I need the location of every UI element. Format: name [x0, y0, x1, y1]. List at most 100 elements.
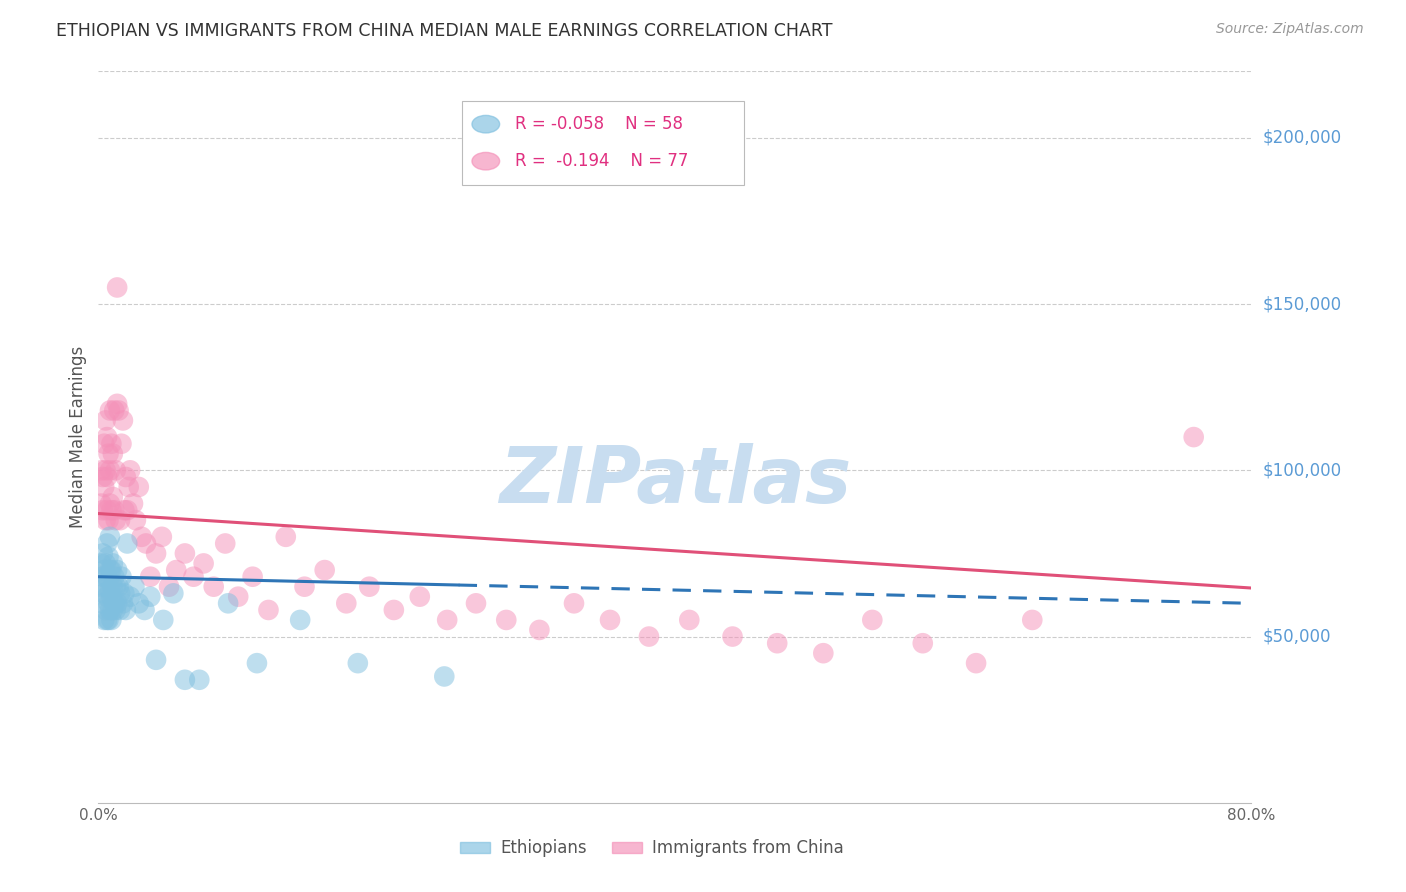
Point [91, 570, 114, 584]
Point [125, 513, 148, 527]
Point [257, 603, 280, 617]
Legend: Ethiopians, Immigrants from China: Ethiopians, Immigrants from China [454, 832, 851, 864]
Point [104, 463, 127, 477]
Point [97, 513, 120, 527]
Point [813, 646, 835, 660]
Point [98, 403, 121, 417]
Point [529, 623, 551, 637]
Point [110, 570, 132, 584]
Point [104, 580, 127, 594]
Point [214, 536, 236, 550]
Point [111, 413, 134, 427]
Point [335, 596, 357, 610]
Point [94, 603, 117, 617]
Point [638, 630, 661, 644]
Point [96, 570, 118, 584]
Text: $100,000: $100,000 [1263, 461, 1341, 479]
Point [436, 613, 458, 627]
Point [91, 546, 114, 560]
Point [108, 603, 131, 617]
Point [98, 463, 121, 477]
Point [294, 580, 316, 594]
Point [183, 570, 205, 584]
Text: $50,000: $50,000 [1263, 628, 1331, 646]
Point [114, 603, 136, 617]
Point [97, 613, 120, 627]
Point [91, 470, 114, 484]
Point [860, 613, 883, 627]
Point [145, 653, 167, 667]
Point [97, 549, 120, 564]
Point [139, 570, 162, 584]
Point [114, 470, 136, 484]
Point [105, 280, 128, 294]
Point [101, 557, 124, 571]
Text: $150,000: $150,000 [1263, 295, 1341, 313]
Point [94, 557, 117, 571]
Circle shape [472, 153, 499, 170]
Point [409, 590, 432, 604]
Point [94, 580, 117, 594]
Point [599, 613, 621, 627]
Point [93, 436, 115, 450]
Point [157, 580, 180, 594]
Point [202, 580, 225, 594]
Point [112, 586, 135, 600]
Point [174, 546, 197, 560]
Point [107, 580, 129, 594]
Point [131, 530, 153, 544]
Point [128, 480, 150, 494]
Point [112, 503, 135, 517]
Point [120, 590, 142, 604]
Text: ETHIOPIAN VS IMMIGRANTS FROM CHINA MEDIAN MALE EARNINGS CORRELATION CHART: ETHIOPIAN VS IMMIGRANTS FROM CHINA MEDIA… [56, 22, 832, 40]
Point [94, 413, 117, 427]
Point [98, 603, 121, 617]
FancyBboxPatch shape [461, 101, 744, 185]
Point [124, 580, 146, 594]
Point [135, 536, 157, 550]
Point [678, 613, 700, 627]
Text: $200,000: $200,000 [1263, 128, 1341, 147]
Point [134, 603, 156, 617]
Point [118, 480, 141, 494]
Point [246, 656, 269, 670]
Point [103, 503, 125, 517]
Point [108, 586, 131, 600]
Point [226, 590, 249, 604]
Point [117, 503, 138, 517]
Point [165, 563, 187, 577]
Point [150, 530, 173, 544]
Point [290, 613, 312, 627]
Point [128, 596, 150, 610]
Point [105, 563, 128, 577]
Point [139, 590, 162, 604]
Point [242, 570, 264, 584]
Point [96, 590, 118, 604]
Point [101, 603, 124, 617]
Point [96, 430, 118, 444]
Point [359, 580, 381, 594]
Point [162, 586, 184, 600]
Point [101, 580, 124, 594]
Point [103, 570, 125, 584]
Point [90, 463, 112, 477]
Point [100, 503, 122, 517]
Point [98, 530, 121, 544]
Point [101, 447, 124, 461]
Point [96, 470, 118, 484]
Point [93, 563, 115, 577]
Point [93, 586, 115, 600]
Point [117, 536, 138, 550]
Point [193, 557, 215, 571]
Point [96, 503, 118, 517]
Point [274, 530, 297, 544]
Point [465, 596, 488, 610]
Point [217, 596, 239, 610]
Point [495, 613, 517, 627]
Circle shape [472, 115, 499, 133]
Point [188, 673, 211, 687]
Point [1182, 430, 1205, 444]
Point [90, 557, 112, 571]
Point [98, 497, 121, 511]
Point [101, 490, 124, 504]
